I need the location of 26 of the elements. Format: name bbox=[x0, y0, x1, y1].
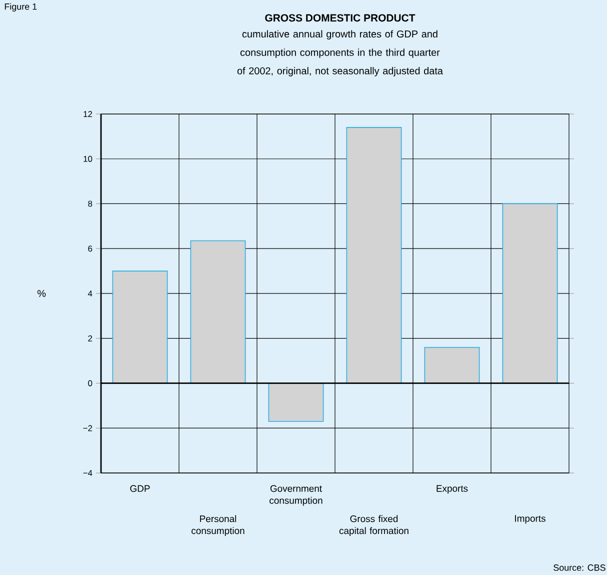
y-tick-label: 10 bbox=[84, 156, 92, 162]
x-tick-label: Government consumption bbox=[270, 485, 322, 506]
source-note: Source: CBS bbox=[554, 564, 606, 571]
bar bbox=[112, 270, 168, 384]
x-tick-label: Personal consumption bbox=[192, 515, 244, 536]
y-tick-label: 4 bbox=[88, 290, 92, 296]
y-tick-label: 8 bbox=[88, 200, 92, 207]
bar bbox=[190, 240, 246, 384]
bar bbox=[424, 346, 480, 384]
y-tick-label: −2 bbox=[83, 425, 92, 432]
bar bbox=[268, 382, 324, 422]
chart-title: GROSS DOMESTIC PRODUCT bbox=[265, 14, 416, 22]
y-tick-label: 2 bbox=[88, 335, 92, 342]
chart-subtitle: cumulative annual growth rates of GDP and consumption components in the third quarter of 2002, original, not seasonally adjusted data bbox=[237, 30, 443, 76]
x-tick-label: Gross fixed capital formation bbox=[339, 515, 408, 536]
y-tick-label: 0 bbox=[88, 380, 92, 386]
x-tick-label: Imports bbox=[515, 515, 546, 524]
bar bbox=[502, 203, 558, 384]
y-tick-label: −4 bbox=[83, 470, 92, 476]
y-axis-title: % bbox=[38, 290, 46, 297]
x-tick-label: GDP bbox=[130, 485, 150, 492]
x-tick-label: Exports bbox=[436, 485, 468, 494]
bar bbox=[346, 127, 402, 384]
y-tick-label: 6 bbox=[88, 246, 92, 252]
caption: Figure 1 bbox=[4, 3, 37, 12]
y-tick-label: 12 bbox=[84, 111, 92, 117]
